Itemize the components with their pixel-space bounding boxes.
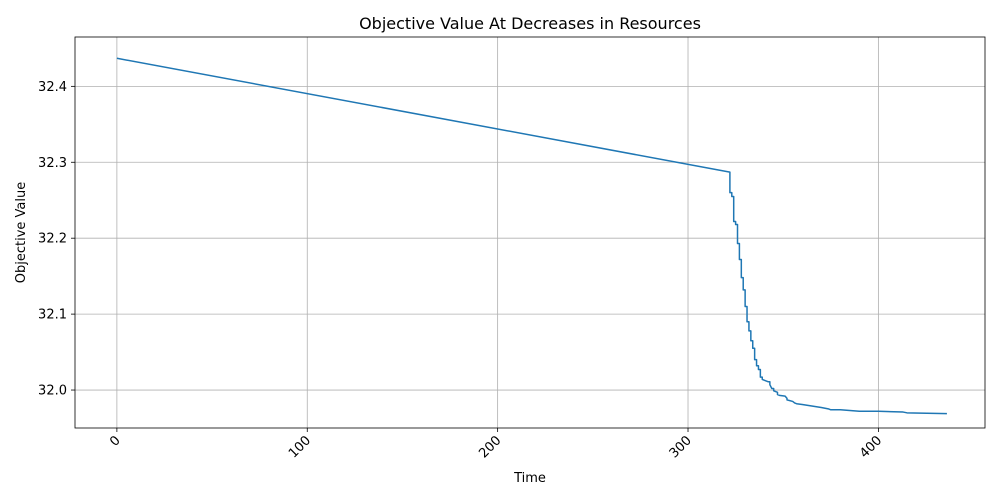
y-tick-label: 32.3 — [38, 156, 67, 171]
series-layer — [116, 57, 947, 415]
grid — [75, 37, 985, 428]
series-line — [116, 57, 947, 415]
axes-frame — [74, 36, 986, 429]
x-axis-title: Time — [513, 471, 546, 486]
chart-title: Objective Value At Decreases in Resource… — [359, 14, 701, 33]
y-axis-title: Objective Value — [14, 182, 29, 283]
y-tick-label: 32.0 — [38, 384, 67, 399]
plot-area — [75, 37, 985, 428]
y-tick-label: 32.4 — [38, 80, 67, 95]
y-tick-label: 32.2 — [38, 232, 67, 247]
axes — [74, 36, 986, 429]
y-tick-label: 32.1 — [38, 308, 67, 323]
